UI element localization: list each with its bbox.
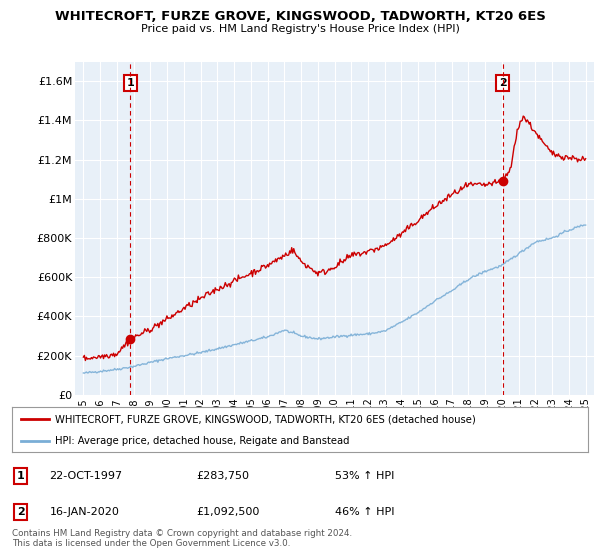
- Text: 46% ↑ HPI: 46% ↑ HPI: [335, 507, 394, 517]
- Text: 2: 2: [17, 507, 25, 517]
- Text: £283,750: £283,750: [196, 471, 250, 481]
- Text: Price paid vs. HM Land Registry's House Price Index (HPI): Price paid vs. HM Land Registry's House …: [140, 24, 460, 34]
- Text: WHITECROFT, FURZE GROVE, KINGSWOOD, TADWORTH, KT20 6ES (detached house): WHITECROFT, FURZE GROVE, KINGSWOOD, TADW…: [55, 414, 476, 424]
- Text: 53% ↑ HPI: 53% ↑ HPI: [335, 471, 394, 481]
- Text: 22-OCT-1997: 22-OCT-1997: [49, 471, 122, 481]
- Text: 2: 2: [499, 78, 506, 88]
- Text: £1,092,500: £1,092,500: [196, 507, 260, 517]
- Text: 16-JAN-2020: 16-JAN-2020: [49, 507, 119, 517]
- Text: 1: 1: [127, 78, 134, 88]
- Text: Contains HM Land Registry data © Crown copyright and database right 2024.
This d: Contains HM Land Registry data © Crown c…: [12, 529, 352, 548]
- Text: HPI: Average price, detached house, Reigate and Banstead: HPI: Average price, detached house, Reig…: [55, 436, 350, 446]
- Text: 1: 1: [17, 471, 25, 481]
- Text: WHITECROFT, FURZE GROVE, KINGSWOOD, TADWORTH, KT20 6ES: WHITECROFT, FURZE GROVE, KINGSWOOD, TADW…: [55, 10, 545, 22]
